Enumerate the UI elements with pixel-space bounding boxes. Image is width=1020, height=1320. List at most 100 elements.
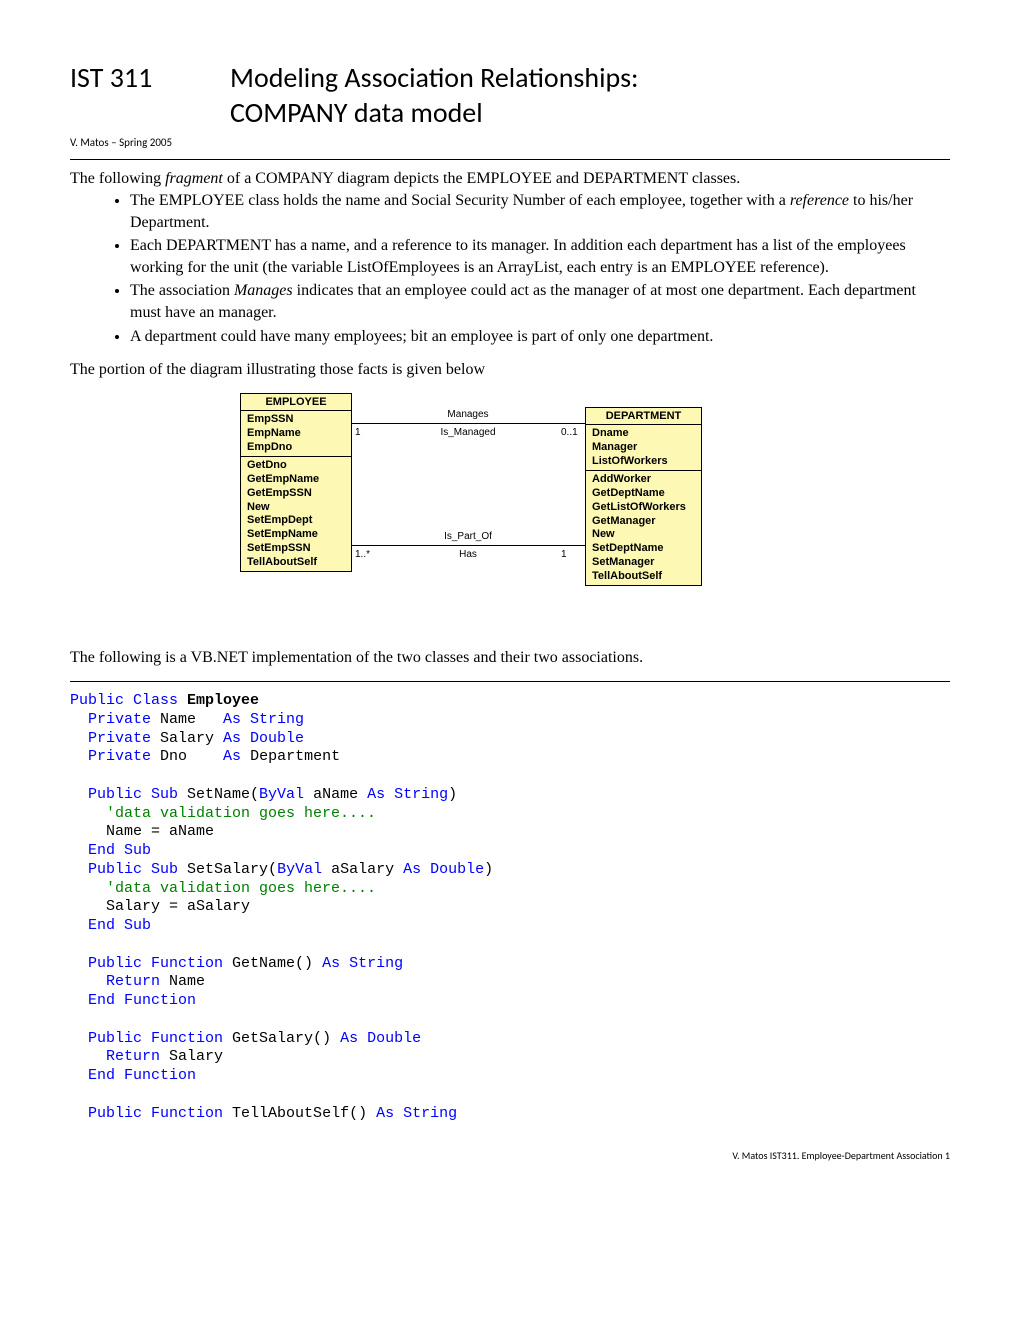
title-line-2: COMPANY data model	[230, 95, 483, 130]
code-token	[70, 1030, 88, 1047]
implementation-caption: The following is a VB.NET implementation…	[70, 649, 950, 667]
course-code: IST 311	[70, 60, 230, 95]
code-token	[70, 992, 88, 1009]
code-token: End Function	[88, 992, 196, 1009]
code-token: aName	[304, 786, 367, 803]
code-token: Department	[241, 748, 340, 765]
code-token: )	[484, 861, 493, 878]
code-token: Public Function	[88, 955, 223, 972]
code-token: Return	[106, 1048, 160, 1065]
bullet-item: The association Manages indicates that a…	[130, 280, 950, 323]
code-token: Public Sub	[88, 861, 178, 878]
code-token: Salary = aSalary	[70, 898, 250, 915]
uml-class-title: DEPARTMENT	[586, 408, 701, 425]
code-token: As Double	[223, 730, 304, 747]
code-token	[70, 917, 88, 934]
code-token	[70, 1048, 106, 1065]
uml-method: GetListOfWorkers	[592, 501, 695, 515]
uml-class-box: DEPARTMENTDnameManagerListOfWorkersAddWo…	[585, 407, 702, 586]
uml-method: TellAboutSelf	[247, 556, 345, 570]
title-line-1: Modeling Association Relationships:	[230, 60, 639, 95]
diagram-caption: The portion of the diagram illustrating …	[70, 361, 950, 379]
uml-association-label: Has	[428, 549, 508, 560]
code-token	[70, 786, 88, 803]
uml-multiplicity: 1	[355, 427, 361, 438]
uml-class-methods: AddWorkerGetDeptNameGetListOfWorkersGetM…	[586, 471, 701, 585]
uml-method: AddWorker	[592, 473, 695, 487]
uml-attr: Dname	[592, 427, 695, 441]
uml-method: SetEmpName	[247, 528, 345, 542]
uml-method: TellAboutSelf	[592, 570, 695, 584]
code-token	[70, 973, 106, 990]
code-token	[70, 805, 106, 822]
code-token	[70, 880, 106, 897]
document-header: IST 311 Modeling Association Relationshi…	[70, 60, 950, 130]
code-block: Public Class Employee Private Name As St…	[70, 692, 950, 1123]
uml-multiplicity: 1..*	[355, 549, 370, 560]
code-token: )	[448, 786, 457, 803]
uml-method: SetEmpDept	[247, 514, 345, 528]
uml-attr: EmpName	[247, 427, 345, 441]
uml-attr: Manager	[592, 441, 695, 455]
uml-method: GetManager	[592, 515, 695, 529]
code-divider	[70, 681, 950, 682]
uml-method: GetDeptName	[592, 487, 695, 501]
uml-association-line	[351, 545, 585, 546]
intro-paragraph: The following fragment of a COMPANY diag…	[70, 170, 950, 188]
uml-method: SetEmpSSN	[247, 542, 345, 556]
intro-post: of a COMPANY diagram depicts the EMPLOYE…	[223, 170, 740, 187]
code-token: As String	[322, 955, 403, 972]
code-token	[70, 1105, 88, 1122]
code-token: Return	[106, 973, 160, 990]
code-token	[70, 1067, 88, 1084]
code-token: As String	[223, 711, 304, 728]
intro-pre: The following	[70, 170, 165, 187]
uml-method: GetEmpName	[247, 473, 345, 487]
uml-diagram-container: EMPLOYEEEmpSSNEmpNameEmpDnoGetDnoGetEmpN…	[70, 393, 950, 633]
uml-method: SetDeptName	[592, 542, 695, 556]
code-token: Name = aName	[70, 823, 214, 840]
code-token: TellAboutSelf()	[223, 1105, 376, 1122]
uml-method: GetEmpSSN	[247, 487, 345, 501]
uml-association-line	[351, 423, 585, 424]
code-token: SetSalary(	[178, 861, 277, 878]
uml-class-box: EMPLOYEEEmpSSNEmpNameEmpDnoGetDnoGetEmpN…	[240, 393, 352, 572]
code-token	[70, 711, 88, 728]
code-token: As String	[376, 1105, 457, 1122]
bullet-item: Each DEPARTMENT has a name, and a refere…	[130, 235, 950, 278]
code-token: End Sub	[88, 917, 151, 934]
intro-em: fragment	[165, 170, 223, 187]
page-footer: V. Matos IST311. Employee-Department Ass…	[70, 1149, 950, 1162]
uml-class-attrs: DnameManagerListOfWorkers	[586, 425, 701, 471]
code-token: SetName(	[178, 786, 259, 803]
code-token: End Sub	[88, 842, 151, 859]
uml-attr: EmpDno	[247, 441, 345, 455]
code-token	[70, 730, 88, 747]
code-token: ByVal	[277, 861, 322, 878]
uml-method: New	[247, 501, 345, 515]
code-token: ByVal	[259, 786, 304, 803]
bullet-item: A department could have many employees; …	[130, 326, 950, 348]
code-token	[70, 842, 88, 859]
code-token: Public Class	[70, 692, 178, 709]
uml-class-title: EMPLOYEE	[241, 394, 351, 411]
code-token: Private	[88, 748, 151, 765]
code-token: GetName()	[223, 955, 322, 972]
code-token: Public Function	[88, 1105, 223, 1122]
code-token: As String	[367, 786, 448, 803]
code-token: GetSalary()	[223, 1030, 340, 1047]
bullets-list: The EMPLOYEE class holds the name and So…	[70, 190, 950, 347]
code-token: 'data validation goes here....	[106, 805, 376, 822]
uml-method: New	[592, 528, 695, 542]
uml-association-label: Is_Managed	[428, 427, 508, 438]
uml-attr: EmpSSN	[247, 413, 345, 427]
code-token: Public Function	[88, 1030, 223, 1047]
code-token: Public Sub	[88, 786, 178, 803]
code-token: 'data validation goes here....	[106, 880, 376, 897]
code-token: Private	[88, 730, 151, 747]
code-token: Dno	[151, 748, 223, 765]
uml-association-label: Manages	[428, 409, 508, 420]
code-token	[70, 861, 88, 878]
code-token	[70, 955, 88, 972]
code-token: Salary	[151, 730, 223, 747]
